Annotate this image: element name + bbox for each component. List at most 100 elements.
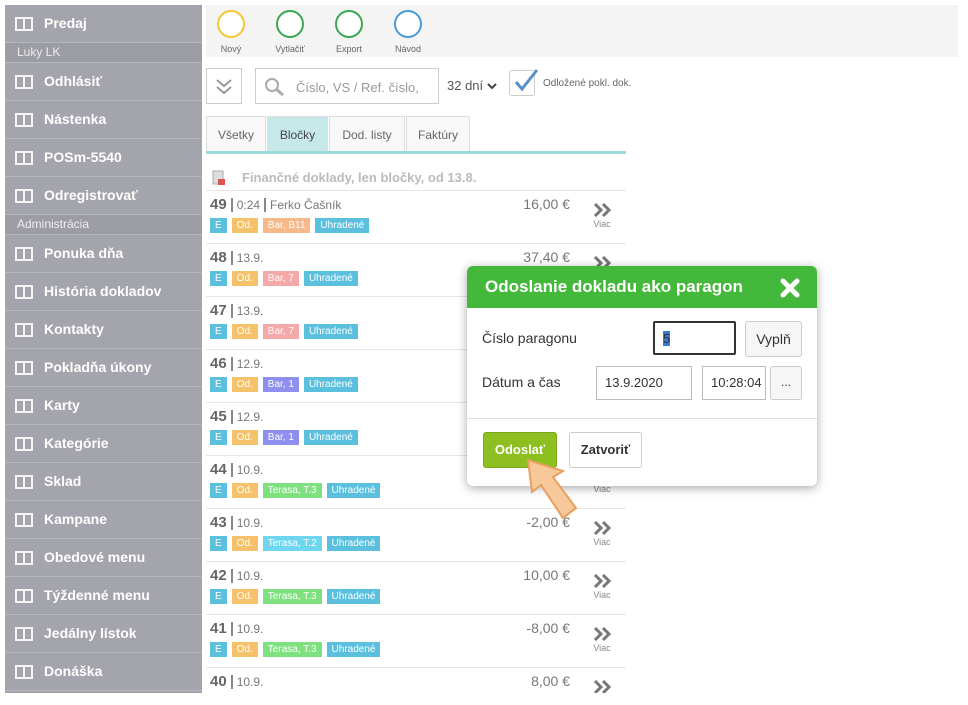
- receipt-number: 43 10.9.: [210, 514, 264, 531]
- menu-item[interactable]: Kampane: [5, 501, 202, 539]
- menu-label: Pokladňa úkony: [44, 359, 152, 375]
- tag: Uhradené: [315, 218, 370, 233]
- receipt-amount: -8,00 €: [526, 620, 570, 636]
- tag: E: [210, 377, 227, 392]
- more-label: Viac: [593, 484, 611, 494]
- toolbar-label: Vytlačiť: [275, 44, 305, 54]
- receipt-row[interactable]: 49 0:24 Ferko Čašník E Od. Bar, B11 Uhradené 16…: [206, 190, 626, 244]
- menu-label: POSm-5540: [44, 149, 122, 165]
- more-label: Viac: [593, 219, 611, 229]
- dialog-title: Odoslanie dokladu ako paragon: [485, 277, 743, 296]
- date-input[interactable]: 13.9.2020: [596, 366, 692, 400]
- menu-item[interactable]: Donáška: [5, 653, 202, 691]
- menu-item[interactable]: Predaj: [5, 5, 202, 43]
- more-link[interactable]: Viac: [592, 679, 612, 693]
- receipt-amount: 8,00 €: [531, 673, 570, 689]
- tag: Bar, B11: [262, 218, 311, 233]
- menu-item[interactable]: Kontakty: [5, 311, 202, 349]
- tags: E Od. Bar, B11 Uhradené: [210, 215, 374, 233]
- pointer-arrow: [526, 458, 578, 520]
- receipt-amount: -2,00 €: [526, 514, 570, 530]
- tab[interactable]: Dod. listy: [329, 116, 405, 152]
- tab[interactable]: Faktúry: [406, 116, 470, 152]
- tab[interactable]: Bločky: [267, 116, 328, 152]
- receipt-number: 48 13.9.: [210, 249, 264, 266]
- more-link[interactable]: Viac: [592, 202, 612, 229]
- datetime-label: Dátum a čas: [482, 374, 561, 390]
- receipt-row[interactable]: 41 10.9. E Od. Terasa, T.3 Uhradené -8,00 € Via…: [206, 614, 626, 668]
- menu-item[interactable]: Kategórie: [5, 425, 202, 463]
- receipt-person: Ferko Čašník: [264, 198, 342, 212]
- send-button[interactable]: Odoslať: [483, 432, 557, 468]
- menu-icon: [15, 151, 33, 165]
- receipt-no: 41: [210, 620, 227, 637]
- menu-item[interactable]: Sklad: [5, 463, 202, 501]
- menu-icon: [15, 589, 33, 603]
- menu-item[interactable]: Odregistrovať: [5, 177, 202, 215]
- receipt-date: 10.9.: [230, 675, 264, 689]
- receipt-date: 10.9.: [230, 463, 264, 477]
- menu-item[interactable]: Jedálny lístok: [5, 615, 202, 653]
- tag: E: [210, 324, 227, 339]
- collapse-button[interactable]: [206, 68, 242, 104]
- number-input[interactable]: 5: [653, 321, 736, 355]
- search-box[interactable]: Číslo, VS / Ref. číslo,: [255, 68, 439, 104]
- menu-label: Predaj: [44, 15, 87, 31]
- receipt-row[interactable]: 42 10.9. E Od. Terasa, T.3 Uhradené 10,00 € Via…: [206, 561, 626, 615]
- period-select[interactable]: 32 dní: [447, 78, 497, 93]
- number-value: 5: [663, 331, 671, 346]
- more-icon: [593, 520, 612, 536]
- menu-item[interactable]: Týždenné menu: [5, 577, 202, 615]
- more-button[interactable]: ...: [770, 366, 802, 400]
- toolbar-button[interactable]: Vytlačiť: [265, 10, 315, 54]
- menu-item[interactable]: Odhlásiť: [5, 63, 202, 101]
- more-link[interactable]: Viac: [592, 573, 612, 600]
- menu-icon: [15, 627, 33, 641]
- more-link[interactable]: Viac: [592, 520, 612, 547]
- tag: E: [210, 642, 227, 657]
- close-icon[interactable]: [780, 278, 800, 298]
- menu-item[interactable]: Obedové menu: [5, 539, 202, 577]
- time-input[interactable]: 10:28:04: [702, 366, 766, 400]
- menu-item[interactable]: Pokladňa úkony: [5, 349, 202, 387]
- toolbar-button[interactable]: Export: [324, 10, 374, 54]
- toolbar-button[interactable]: Návod: [383, 10, 433, 54]
- tab[interactable]: Všetky: [206, 116, 266, 152]
- toolbar: Nový Vytlačiť Export Návod: [206, 5, 958, 57]
- tag: Uhradené: [303, 324, 358, 339]
- menu-item[interactable]: POSm-5540: [5, 139, 202, 177]
- tab-underline: [206, 151, 626, 154]
- receipt-date: 10.9.: [230, 516, 264, 530]
- receipt-no: 43: [210, 514, 227, 531]
- more-label: Viac: [593, 643, 611, 653]
- tag: E: [210, 483, 227, 498]
- menu-item[interactable]: Ponuka dňa: [5, 235, 202, 273]
- search-placeholder: Číslo, VS / Ref. číslo,: [296, 80, 419, 95]
- menu-item[interactable]: História dokladov: [5, 273, 202, 311]
- close-button[interactable]: Zatvoriť: [569, 432, 642, 468]
- menu-label: Sklad: [44, 473, 82, 489]
- menu-item[interactable]: Karty: [5, 387, 202, 425]
- tag: Uhradené: [303, 430, 358, 445]
- menu-icon: [15, 113, 33, 127]
- tags: E Od. Terasa, T.2 Uhradené: [210, 533, 385, 551]
- toolbar-button[interactable]: Nový: [206, 10, 256, 54]
- fill-button[interactable]: Vyplň: [745, 321, 802, 357]
- tag: Od.: [231, 218, 258, 233]
- tag: Od.: [231, 642, 258, 657]
- tag: Terasa, T.3: [262, 589, 322, 604]
- tag: Bar, 7: [262, 324, 299, 339]
- menu-label: Obedové menu: [44, 549, 146, 565]
- toolbar-label: Návod: [394, 44, 421, 54]
- receipt-number: 45 12.9.: [210, 408, 264, 425]
- menu-label: Týždenné menu: [44, 587, 150, 603]
- menu-label: Donáška: [44, 663, 103, 679]
- dialog-header: Odoslanie dokladu ako paragon: [467, 266, 817, 308]
- more-link[interactable]: Viac: [592, 626, 612, 653]
- checkbox[interactable]: [509, 69, 539, 96]
- receipt-row[interactable]: 43 10.9. E Od. Terasa, T.2 Uhradené -2,00 € Via…: [206, 508, 626, 562]
- menu-item[interactable]: Nástenka: [5, 101, 202, 139]
- receipt-no: 49: [210, 196, 227, 213]
- tag: Uhradené: [303, 377, 358, 392]
